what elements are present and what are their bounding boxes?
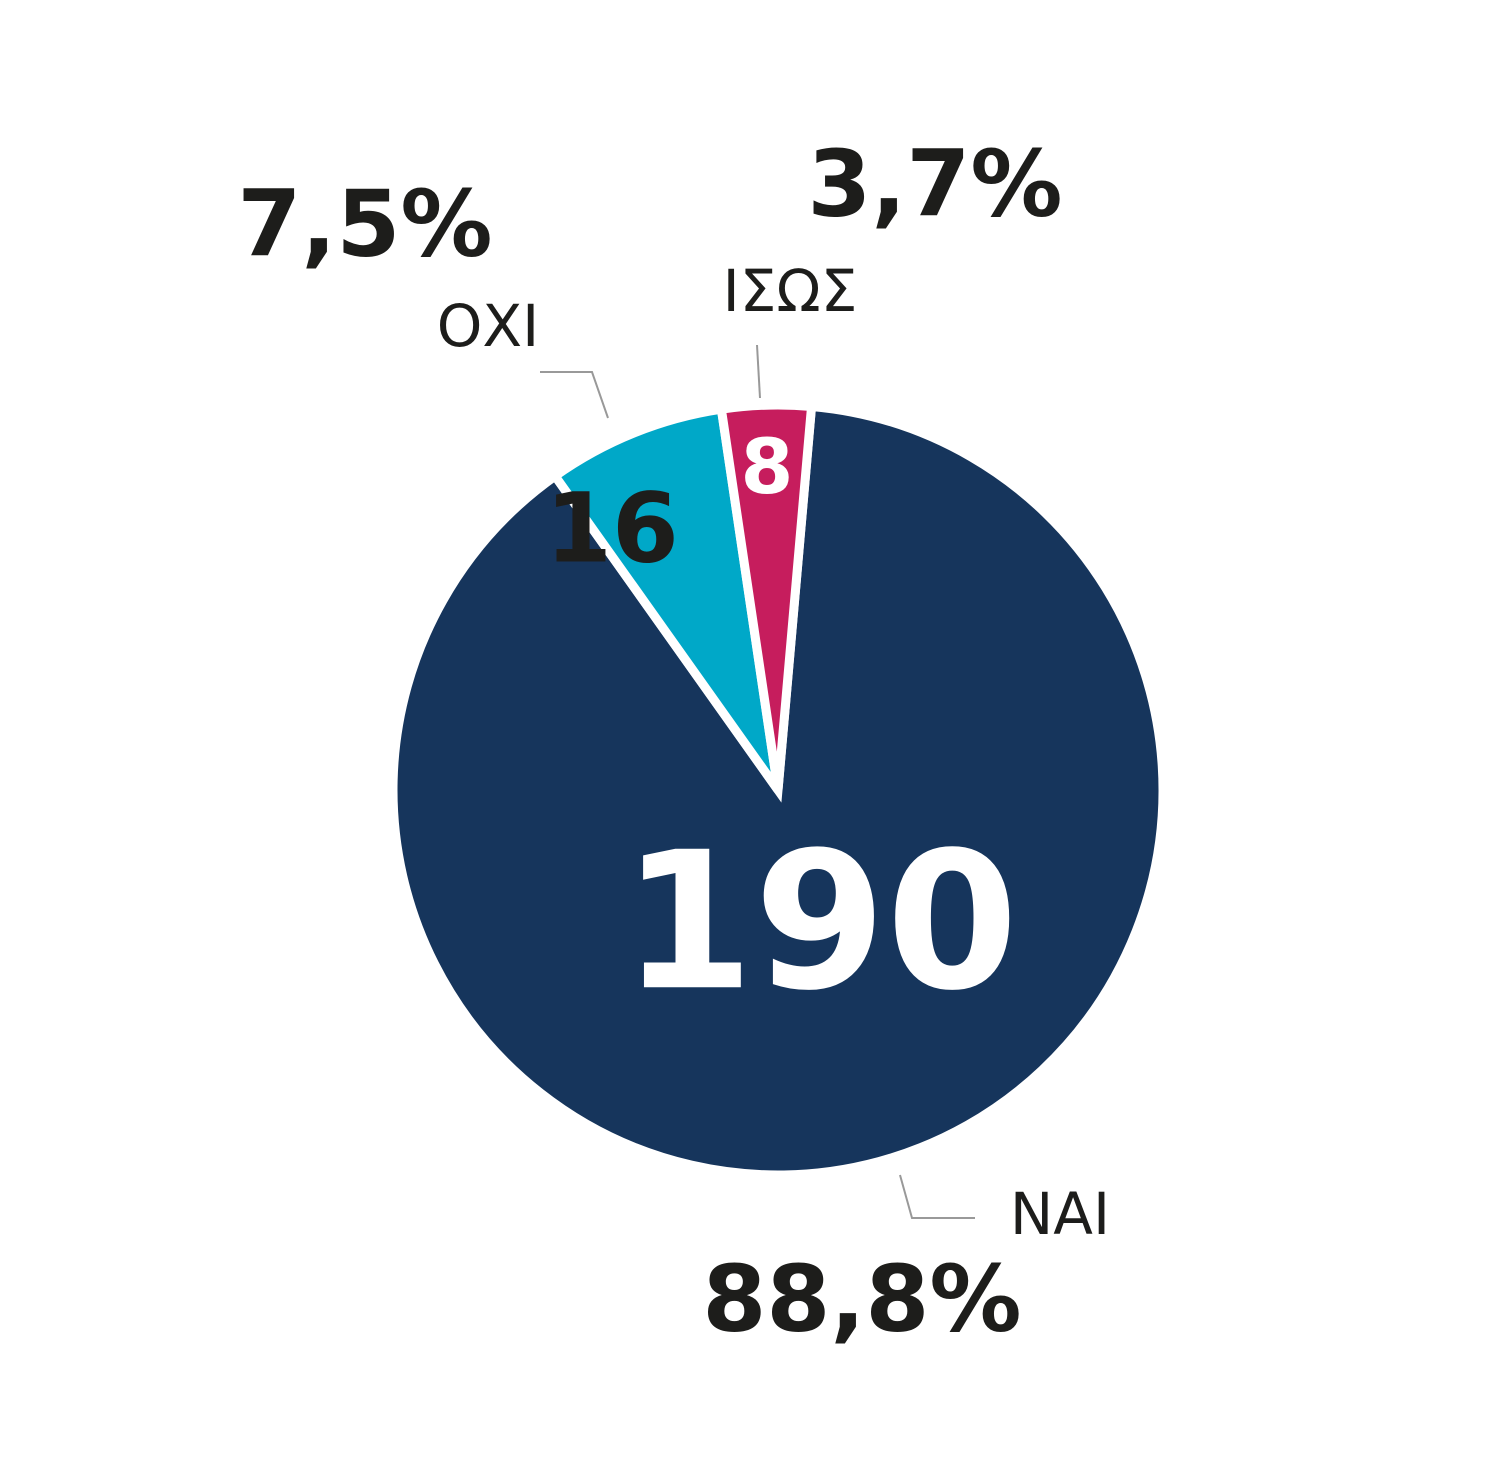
- percentage-label: 88,8%: [702, 1245, 1021, 1352]
- slice-value-label: 16: [545, 472, 679, 584]
- leader-line: [756, 344, 761, 399]
- leader-line: [899, 1174, 975, 1219]
- category-label: ΙΣΩΣ: [723, 257, 858, 325]
- slices: [388, 400, 1168, 1180]
- slice: [548, 404, 783, 793]
- slice-value-label: 8: [741, 422, 794, 511]
- percentage-label: 7,5%: [237, 170, 492, 277]
- slice-value-label: 190: [622, 811, 1019, 1032]
- category-label: ΝΑΙ: [1010, 1180, 1110, 1248]
- slice: [716, 400, 817, 791]
- percentage-label: 3,7%: [807, 130, 1062, 237]
- leader-lines: [540, 344, 975, 1219]
- category-label: ΟΧΙ: [437, 292, 540, 360]
- leader-line: [540, 371, 609, 419]
